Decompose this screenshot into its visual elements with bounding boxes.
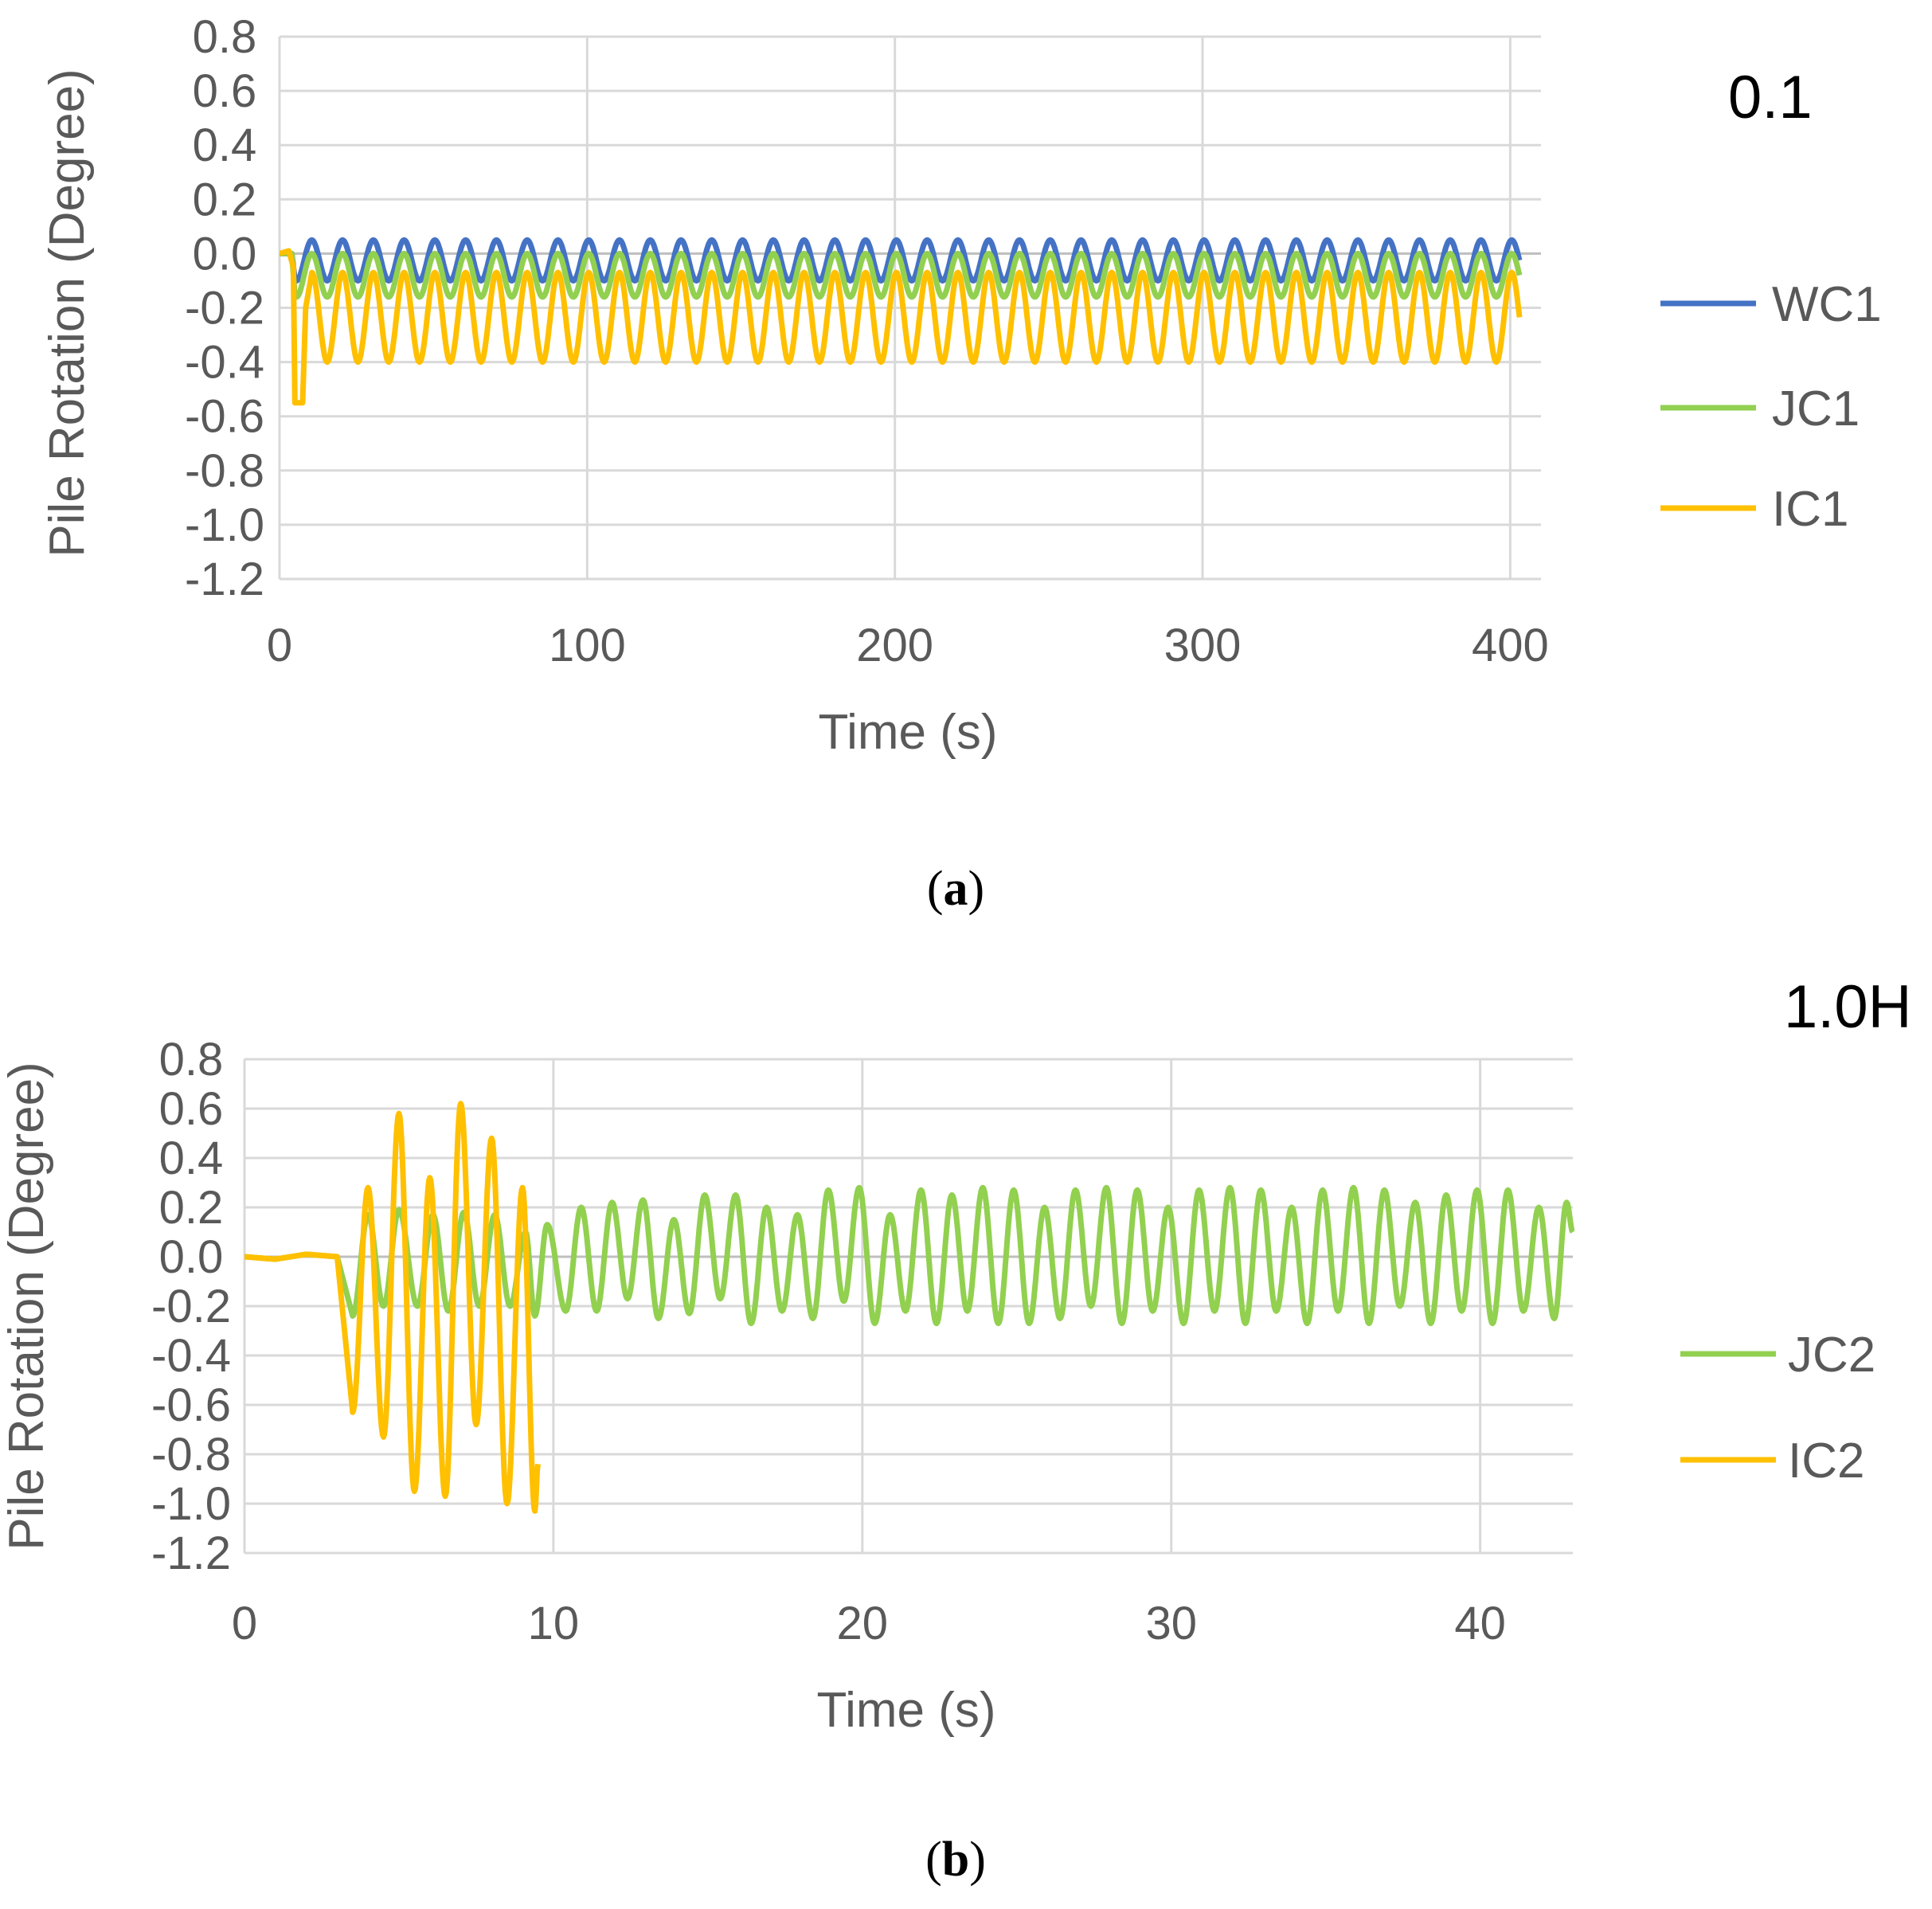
y-tick-label: -0.8 [185, 445, 264, 497]
legend-label-jc2: JC2 [1788, 1328, 1875, 1383]
x-tick-label: 400 [1472, 620, 1549, 671]
x-axis-label: Time (s) [819, 705, 998, 760]
panel-caption: (b) [925, 1833, 986, 1887]
series-line-jc2 [244, 1184, 1574, 1327]
x-tick-label: 0 [267, 620, 292, 671]
corner-label: 1.0H [1784, 973, 1912, 1041]
y-tick-label: -0.2 [185, 283, 264, 334]
y-axis-label: Pile Rotation (Degree) [40, 68, 95, 557]
y-tick-label: 0.6 [193, 65, 257, 117]
panel-caption: (a) [927, 862, 984, 916]
x-tick-label: 200 [856, 620, 933, 671]
series-line-ic1 [280, 248, 1523, 406]
x-tick-label: 300 [1164, 620, 1242, 671]
y-tick-label: -1.2 [185, 554, 264, 605]
y-tick-label: -1.0 [151, 1478, 231, 1530]
y-tick-label: 0.8 [159, 1034, 224, 1086]
x-tick-label: 10 [528, 1598, 580, 1649]
y-tick-label: -0.2 [151, 1281, 231, 1332]
legend-label-jc1: JC1 [1772, 381, 1860, 436]
y-tick-label: -0.6 [151, 1379, 231, 1431]
legend-label-wc1: WC1 [1772, 277, 1882, 332]
y-tick-label: 0.0 [193, 228, 257, 280]
y-tick-label: -0.4 [185, 337, 264, 389]
y-tick-label: 0.0 [159, 1231, 224, 1283]
x-tick-label: 0 [232, 1598, 257, 1649]
chart-panel-b: 0.80.60.40.20.0-0.2-0.4-0.6-0.8-1.0-1.20… [0, 973, 1912, 1887]
y-tick-label: 0.8 [193, 11, 257, 63]
y-tick-label: 0.4 [193, 119, 257, 171]
corner-label: 0.1 [1728, 64, 1813, 131]
x-tick-label: 30 [1145, 1598, 1197, 1649]
y-tick-label: 0.2 [159, 1182, 224, 1234]
x-axis-label: Time (s) [817, 1683, 996, 1738]
y-tick-label: 0.6 [159, 1083, 224, 1135]
y-tick-label: 0.2 [193, 174, 257, 225]
legend-label-ic1: IC1 [1772, 482, 1848, 537]
y-tick-label: -0.8 [151, 1429, 231, 1481]
y-tick-label: -1.2 [151, 1528, 231, 1579]
y-tick-label: -0.4 [151, 1330, 231, 1382]
x-tick-label: 40 [1454, 1598, 1506, 1649]
y-axis-label: Pile Rotation (Degree) [0, 1062, 54, 1550]
x-tick-label: 20 [837, 1598, 889, 1649]
y-tick-label: -1.0 [185, 499, 264, 551]
legend-label-ic2: IC2 [1788, 1434, 1864, 1488]
series-line-ic2 [244, 1101, 541, 1514]
y-tick-label: 0.4 [159, 1132, 224, 1184]
x-tick-label: 100 [549, 620, 626, 671]
series-line-wc1 [280, 237, 1523, 284]
series-line-jc1 [280, 250, 1523, 300]
chart-panel-a: 0.80.60.40.20.0-0.2-0.4-0.6-0.8-1.0-1.20… [40, 11, 1882, 916]
y-tick-label: -0.6 [185, 391, 264, 443]
